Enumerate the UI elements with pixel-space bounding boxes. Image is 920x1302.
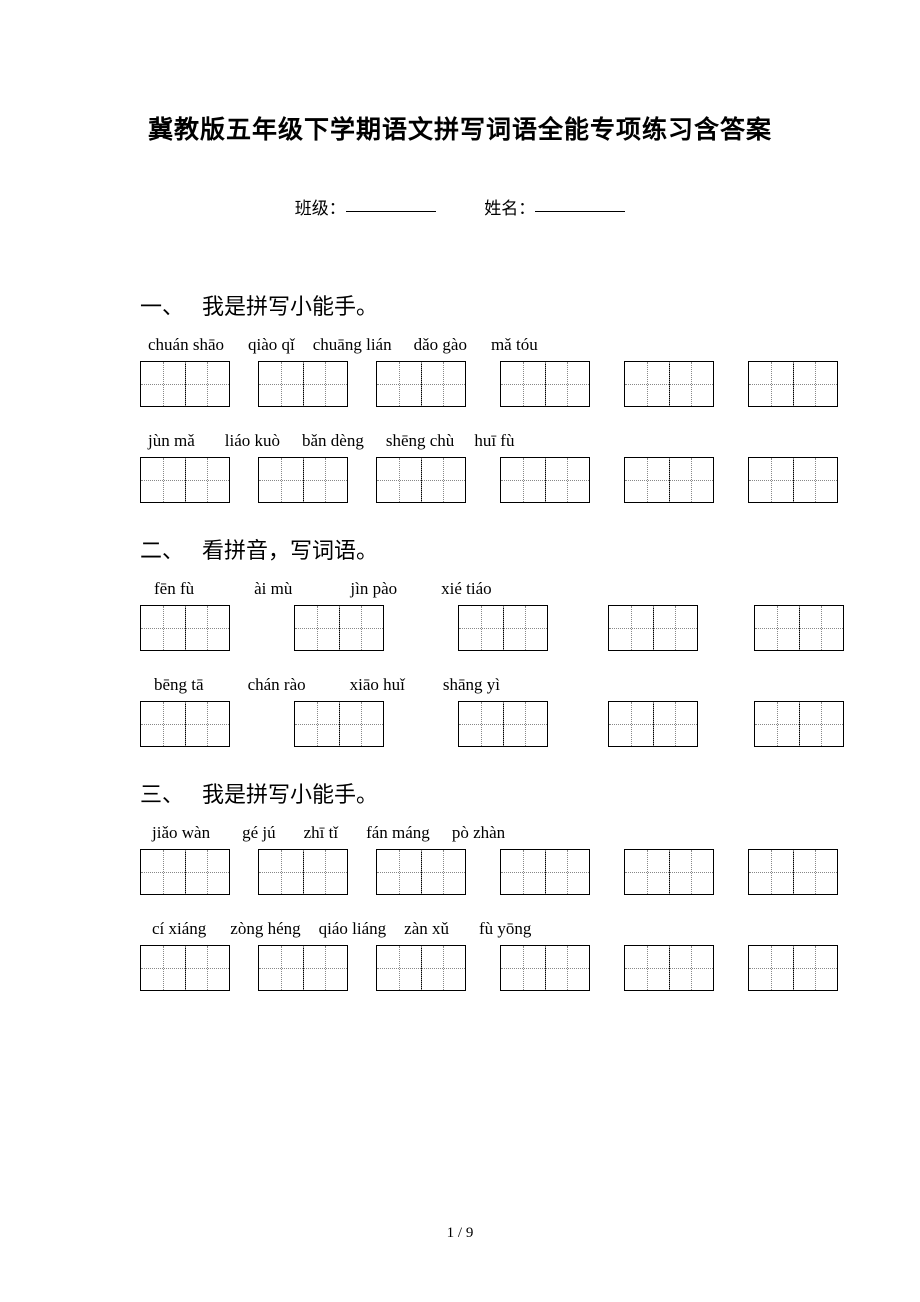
tianzige-box[interactable] [376,457,466,503]
pinyin-label: xié tiáo [441,579,492,599]
section-title: 看拼音，写词语。 [202,533,378,565]
pinyin-label: fēn fù [154,579,194,599]
pinyin-label: xiāo huǐ [350,675,405,695]
pinyin-row: chuán shāo qiào qǐ chuāng lián dǎo gào mǎ tó… [148,335,780,355]
pinyin-label: jiǎo wàn [152,823,210,843]
pinyin-label: jùn mǎ [148,431,195,451]
page-title: 冀教版五年级下学期语文拼写词语全能专项练习含答案 [140,110,780,146]
pinyin-label: zhī tǐ [304,823,338,843]
tianzige-box[interactable] [748,361,838,407]
pinyin-label: fù yōng [479,919,531,939]
tianzige-box[interactable] [748,849,838,895]
section-title: 我是拼写小能手。 [202,777,378,809]
pinyin-label: chuán shāo [148,335,224,355]
pinyin-label: huī fù [474,431,514,451]
pinyin-label: shāng yì [443,675,500,695]
tianzige-box[interactable] [608,605,698,651]
pinyin-label: bǎn dèng [302,431,364,451]
tianzige-box[interactable] [140,701,230,747]
section-title: 我是拼写小能手。 [202,289,378,321]
section-number: 三、 [140,777,184,809]
pinyin-label: bēng tā [154,675,204,695]
tianzige-box[interactable] [294,701,384,747]
section-heading: 二、看拼音，写词语。 [140,533,780,565]
tianzige-box[interactable] [258,849,348,895]
box-row [140,849,780,895]
pinyin-row: bēng tā chán rào xiāo huǐ shāng yì [148,675,780,695]
pinyin-label: fán máng [366,823,430,843]
pinyin-label: pò zhàn [452,823,505,843]
pinyin-label: ài mù [254,579,292,599]
pinyin-label: zàn xǔ [404,919,449,939]
class-blank[interactable] [346,211,436,212]
box-row [140,605,780,651]
tianzige-box[interactable] [258,457,348,503]
tianzige-box[interactable] [458,701,548,747]
tianzige-box[interactable] [140,457,230,503]
pinyin-label: cí xiáng [152,919,206,939]
pinyin-label: jìn pào [350,579,397,599]
tianzige-box[interactable] [500,945,590,991]
tianzige-box[interactable] [748,457,838,503]
tianzige-box[interactable] [754,701,844,747]
student-id-line: 班级： 姓名： [140,194,780,219]
tianzige-box[interactable] [624,457,714,503]
section-heading: 三、我是拼写小能手。 [140,777,780,809]
pinyin-row: jùn mǎ liáo kuò bǎn dèng shēng chù huī fù [148,431,780,451]
tianzige-box[interactable] [140,849,230,895]
tianzige-box[interactable] [624,361,714,407]
tianzige-box[interactable] [294,605,384,651]
box-row [140,945,780,991]
tianzige-box[interactable] [258,361,348,407]
section-number: 一、 [140,289,184,321]
tianzige-box[interactable] [624,945,714,991]
tianzige-box[interactable] [500,361,590,407]
pinyin-row: jiǎo wàn gé jú zhī tǐ fán máng pò zhàn [148,823,780,843]
pinyin-label: zòng héng [230,919,300,939]
pinyin-row: cí xiáng zòng héng qiáo liáng zàn xǔ fù yōng [148,919,780,939]
tianzige-box[interactable] [500,849,590,895]
section-number: 二、 [140,533,184,565]
tianzige-box[interactable] [748,945,838,991]
pinyin-label: chuāng lián [313,335,392,355]
tianzige-box[interactable] [140,945,230,991]
pinyin-row: fēn fù ài mù jìn pào xié tiáo [148,579,780,599]
tianzige-box[interactable] [608,701,698,747]
tianzige-box[interactable] [376,945,466,991]
tianzige-box[interactable] [376,361,466,407]
box-row [140,457,780,503]
tianzige-box[interactable] [458,605,548,651]
box-row [140,361,780,407]
box-row [140,701,780,747]
tianzige-box[interactable] [140,605,230,651]
pinyin-label: liáo kuò [225,431,280,451]
pinyin-label: qiào qǐ [248,335,295,355]
name-blank[interactable] [535,211,625,212]
pinyin-label: mǎ tóu [491,335,538,355]
tianzige-box[interactable] [624,849,714,895]
pinyin-label: gé jú [242,823,276,843]
tianzige-box[interactable] [258,945,348,991]
class-label: 班级： [295,199,346,218]
section-heading: 一、我是拼写小能手。 [140,289,780,321]
worksheet-page: 冀教版五年级下学期语文拼写词语全能专项练习含答案 班级： 姓名： 一、我是拼写小… [0,0,920,1302]
name-label: 姓名： [484,199,535,218]
pinyin-label: chán rào [248,675,306,695]
tianzige-box[interactable] [754,605,844,651]
pinyin-label: shēng chù [386,431,454,451]
tianzige-box[interactable] [500,457,590,503]
pinyin-label: qiáo liáng [319,919,387,939]
tianzige-box[interactable] [376,849,466,895]
pinyin-label: dǎo gào [414,335,467,355]
tianzige-box[interactable] [140,361,230,407]
page-footer: 1 / 9 [0,1225,920,1242]
